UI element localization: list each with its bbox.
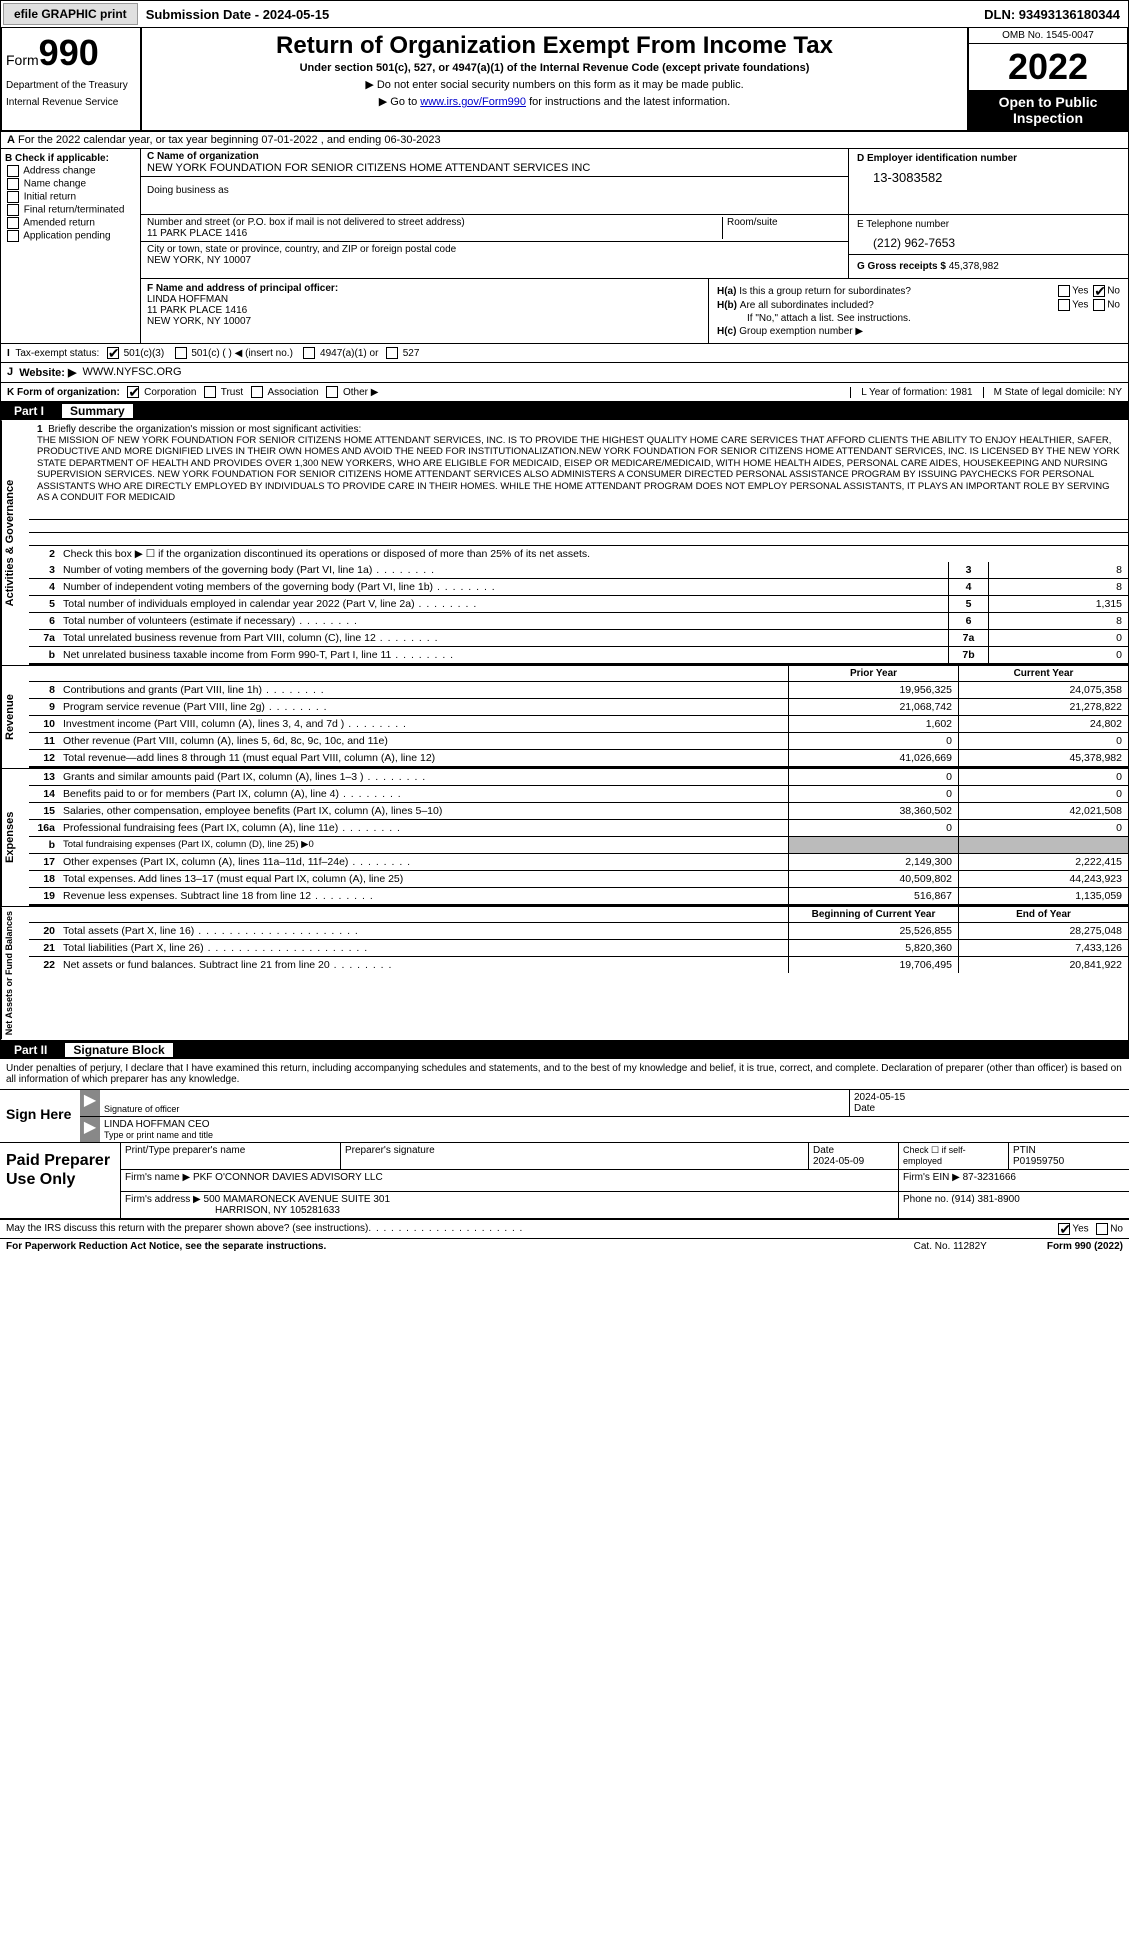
vtab-expenses: Expenses — [1, 769, 29, 906]
col-current-year: Current Year — [958, 666, 1128, 681]
omb-number: OMB No. 1545-0047 — [969, 28, 1127, 44]
box-b-checkboxes: B Check if applicable: Address change Na… — [1, 149, 141, 343]
form-title: Return of Organization Exempt From Incom… — [150, 32, 959, 60]
box-h-group: H(a) Is this a group return for subordin… — [708, 279, 1128, 343]
line-1-mission: 1 Briefly describe the organization's mi… — [29, 420, 1128, 507]
cb-discuss-yes[interactable] — [1058, 1223, 1070, 1235]
cb-association[interactable] — [251, 386, 263, 398]
cb-4947[interactable] — [303, 347, 315, 359]
vtab-revenue: Revenue — [1, 666, 29, 768]
cb-final-return[interactable]: Final return/terminated — [5, 204, 136, 216]
box-c-room: Room/suite — [722, 217, 842, 239]
form-header: Form990 Department of the Treasury Inter… — [0, 28, 1129, 132]
box-f-officer: F Name and address of principal officer:… — [141, 279, 708, 343]
signature-officer-field[interactable]: Signature of officer — [100, 1090, 849, 1116]
open-inspection: Open to Public Inspection — [969, 90, 1127, 130]
preparer-name-field[interactable]: Print/Type preparer's name — [121, 1143, 341, 1169]
sign-here-block: Sign Here ▶ Signature of officer 2024-05… — [0, 1089, 1129, 1142]
cb-application-pending[interactable]: Application pending — [5, 230, 136, 242]
col-begin-year: Beginning of Current Year — [788, 907, 958, 922]
form-footer: Form 990 (2022) — [1047, 1241, 1123, 1252]
paid-preparer-block: Paid Preparer Use Only Print/Type prepar… — [0, 1142, 1129, 1220]
vtab-activities-governance: Activities & Governance — [1, 420, 29, 665]
form-subtitle: Under section 501(c), 527, or 4947(a)(1)… — [150, 62, 959, 74]
firm-phone: Phone no. (914) 381-8900 — [899, 1192, 1129, 1218]
dln: DLN: 93493136180344 — [984, 7, 1126, 22]
preparer-signature-field[interactable]: Preparer's signature — [341, 1143, 809, 1169]
box-g-gross: G Gross receipts $ 45,378,982 — [848, 254, 1128, 278]
ssn-warning: ▶ Do not enter social security numbers o… — [150, 78, 959, 91]
discuss-row: May the IRS discuss this return with the… — [0, 1220, 1129, 1238]
submission-date: Submission Date - 2024-05-15 — [146, 7, 330, 22]
box-c-city: City or town, state or province, country… — [141, 242, 848, 276]
row-a-tax-year: A For the 2022 calendar year, or tax yea… — [0, 132, 1129, 149]
firm-ein: Firm's EIN ▶ 87-3231666 — [899, 1170, 1129, 1191]
self-employed-check[interactable]: Check ☐ if self-employed — [899, 1143, 1009, 1169]
cb-501c[interactable] — [175, 347, 187, 359]
row-l-year: L Year of formation: 1981 — [850, 387, 983, 398]
firm-address: Firm's address ▶ 500 MAMARONECK AVENUE S… — [121, 1192, 899, 1218]
box-e-phone: E Telephone number (212) 962-7653 — [848, 215, 1128, 254]
paperwork-notice: For Paperwork Reduction Act Notice, see … — [6, 1241, 326, 1252]
ptin: PTINP01959750 — [1009, 1143, 1129, 1169]
cb-trust[interactable] — [204, 386, 216, 398]
cb-amended-return[interactable]: Amended return — [5, 217, 136, 229]
col-prior-year: Prior Year — [788, 666, 958, 681]
instructions-link-line: ▶ Go to www.irs.gov/Form990 for instruct… — [150, 95, 959, 108]
row-j-website: J Website: ▶ WWW.NYFSC.ORG — [0, 363, 1129, 383]
arrow-icon: ▶ — [80, 1090, 100, 1116]
part-2-header: Part II Signature Block — [0, 1041, 1129, 1059]
box-c-org-name: C Name of organization NEW YORK FOUNDATI… — [141, 149, 848, 177]
cb-501c3[interactable] — [107, 347, 119, 359]
efile-print-button[interactable]: efile GRAPHIC print — [3, 3, 138, 25]
firm-name: Firm's name ▶ PKF O'CONNOR DAVIES ADVISO… — [121, 1170, 899, 1191]
cb-other[interactable] — [326, 386, 338, 398]
form-id: Form990 — [6, 32, 136, 74]
box-b-header: B Check if applicable: — [5, 153, 136, 164]
paid-preparer-label: Paid Preparer Use Only — [0, 1143, 120, 1218]
vtab-net-assets: Net Assets or Fund Balances — [1, 907, 29, 1039]
preparer-date: Date2024-05-09 — [809, 1143, 899, 1169]
row-i-tax-status: I Tax-exempt status: 501(c)(3) 501(c) ( … — [0, 344, 1129, 363]
cat-number: Cat. No. 11282Y — [914, 1241, 987, 1252]
cb-address-change[interactable]: Address change — [5, 165, 136, 177]
signature-declaration: Under penalties of perjury, I declare th… — [0, 1059, 1129, 1089]
box-d-ein: D Employer identification number 13-3083… — [848, 149, 1128, 215]
arrow-icon: ▶ — [80, 1117, 100, 1142]
section-b-through-h: B Check if applicable: Address change Na… — [0, 149, 1129, 344]
top-bar: efile GRAPHIC print Submission Date - 20… — [0, 0, 1129, 28]
irs-label: Internal Revenue Service — [6, 97, 136, 108]
sign-here-label: Sign Here — [0, 1090, 80, 1142]
box-c-street: Number and street (or P.O. box if mail i… — [141, 215, 848, 242]
irs-link[interactable]: www.irs.gov/Form990 — [420, 96, 526, 108]
cb-name-change[interactable]: Name change — [5, 178, 136, 190]
cb-527[interactable] — [386, 347, 398, 359]
officer-name-field: LINDA HOFFMAN CEOType or print name and … — [100, 1117, 1129, 1142]
part-1-header: Part I Summary — [0, 402, 1129, 420]
tax-year: 2022 — [969, 44, 1127, 90]
box-c-dba: Doing business as — [141, 177, 848, 214]
cb-discuss-no[interactable] — [1096, 1223, 1108, 1235]
dept-treasury: Department of the Treasury — [6, 80, 136, 91]
col-end-year: End of Year — [958, 907, 1128, 922]
row-m-state: M State of legal domicile: NY — [984, 387, 1122, 398]
cb-corporation[interactable] — [127, 386, 139, 398]
row-k-form-org: K Form of organization: Corporation Trus… — [0, 383, 1129, 402]
cb-initial-return[interactable]: Initial return — [5, 191, 136, 203]
signature-date: 2024-05-15Date — [849, 1090, 1129, 1116]
